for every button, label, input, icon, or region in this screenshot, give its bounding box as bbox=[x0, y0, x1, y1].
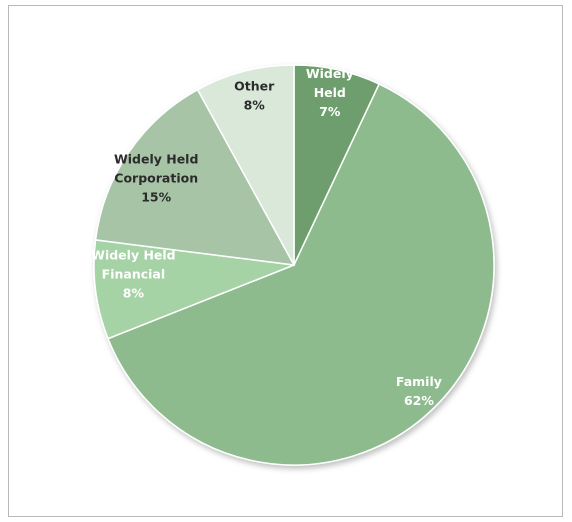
slice-name-label: Widely Held bbox=[91, 248, 175, 263]
slice-value-label: 15% bbox=[141, 189, 171, 204]
slice-name-label: Widely Held bbox=[114, 151, 198, 166]
pie-slice-other bbox=[196, 64, 295, 266]
slice-name-label: Financial bbox=[102, 267, 165, 282]
slice-label-family: Family 62% bbox=[396, 374, 442, 408]
slice-name-label: Family bbox=[396, 374, 442, 389]
pie-slice-widely-held-financial bbox=[93, 239, 295, 340]
slice-label-widely-held: Widely Held 7% bbox=[306, 66, 354, 119]
slice-label-other: Other 8% bbox=[234, 79, 275, 113]
slice-value-label: 62% bbox=[404, 393, 434, 408]
slice-name-label: Corporation bbox=[114, 170, 198, 185]
slice-name-label: Held bbox=[314, 85, 346, 100]
slice-name-label: Widely bbox=[306, 66, 354, 81]
pie-slice-family bbox=[107, 83, 495, 466]
slice-label-widely-held-corporation: Widely Held Corporation 15% bbox=[114, 151, 198, 204]
slice-value-label: 8% bbox=[123, 286, 145, 301]
slice-value-label: 8% bbox=[244, 98, 266, 113]
slice-name-label: Other bbox=[234, 79, 275, 94]
pie-slice-widely-held-corporation bbox=[94, 88, 296, 266]
slice-value-label: 7% bbox=[319, 104, 341, 119]
slice-label-widely-held-financial: Widely Held Financial 8% bbox=[91, 248, 175, 301]
